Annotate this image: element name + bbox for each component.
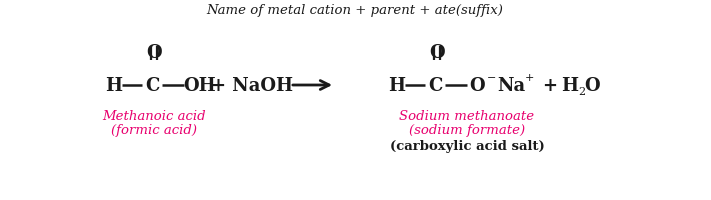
Text: H: H [562,77,579,95]
Text: O: O [469,77,485,95]
Text: Sodium methanoate: Sodium methanoate [400,109,535,122]
Text: (sodium formate): (sodium formate) [409,123,525,136]
Text: OH: OH [183,77,216,95]
Text: Methanoic acid: Methanoic acid [102,109,205,122]
Text: −: − [487,73,496,83]
Text: Name of metal cation + parent + ate(suffix): Name of metal cation + parent + ate(suff… [207,4,503,17]
Text: (carboxylic acid salt): (carboxylic acid salt) [390,139,545,152]
Text: C: C [145,77,159,95]
Text: H: H [388,77,405,95]
Text: +: + [525,73,535,83]
Text: C: C [428,77,442,95]
Text: H: H [105,77,122,95]
Text: + NaOH: + NaOH [211,77,293,95]
Text: 2: 2 [578,87,585,97]
Text: O: O [146,44,162,62]
Text: O: O [584,77,600,95]
Text: Na: Na [497,77,525,95]
Text: O: O [429,44,445,62]
Text: (formic acid): (formic acid) [111,123,197,136]
Text: +: + [542,77,557,95]
